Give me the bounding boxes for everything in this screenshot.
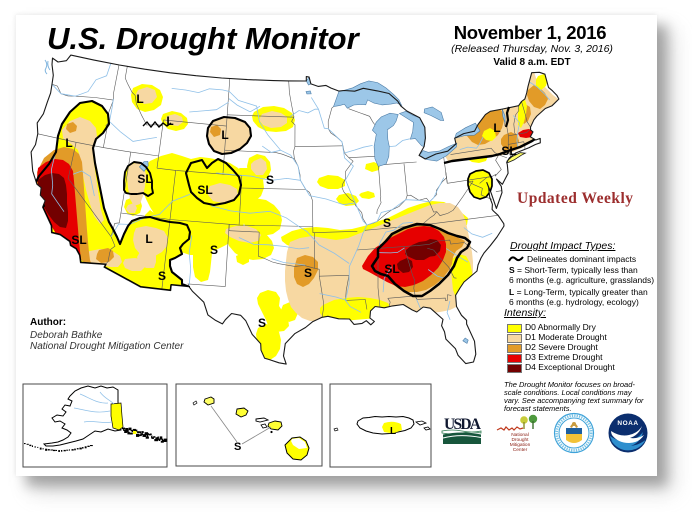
- svg-text:SL: SL: [197, 183, 212, 197]
- svg-text:S: S: [266, 173, 274, 187]
- svg-text:S: S: [158, 269, 166, 283]
- svg-text:S: S: [304, 266, 312, 280]
- svg-text:L: L: [493, 121, 500, 135]
- svg-text:Mitigation: Mitigation: [510, 442, 531, 448]
- svg-text:L: L: [65, 136, 72, 150]
- svg-text:Drought: Drought: [511, 437, 529, 443]
- svg-text:SL: SL: [137, 172, 152, 186]
- svg-text:L: L: [145, 232, 152, 246]
- svg-text:L: L: [390, 426, 396, 437]
- svg-text:S: S: [210, 243, 218, 257]
- svg-text:USDA: USDA: [444, 416, 482, 433]
- svg-text:SL: SL: [384, 262, 399, 276]
- svg-text:S: S: [383, 216, 391, 230]
- svg-text:SL: SL: [71, 233, 86, 247]
- svg-text:L: L: [221, 128, 228, 142]
- svg-text:L: L: [136, 92, 143, 106]
- svg-text:National: National: [511, 432, 529, 438]
- svg-text:S: S: [258, 316, 266, 330]
- svg-text:L: L: [166, 114, 173, 128]
- svg-text:Center: Center: [513, 447, 528, 453]
- svg-text:SL: SL: [501, 144, 516, 158]
- svg-text:NOAA: NOAA: [617, 420, 638, 427]
- svg-text:S: S: [234, 441, 241, 453]
